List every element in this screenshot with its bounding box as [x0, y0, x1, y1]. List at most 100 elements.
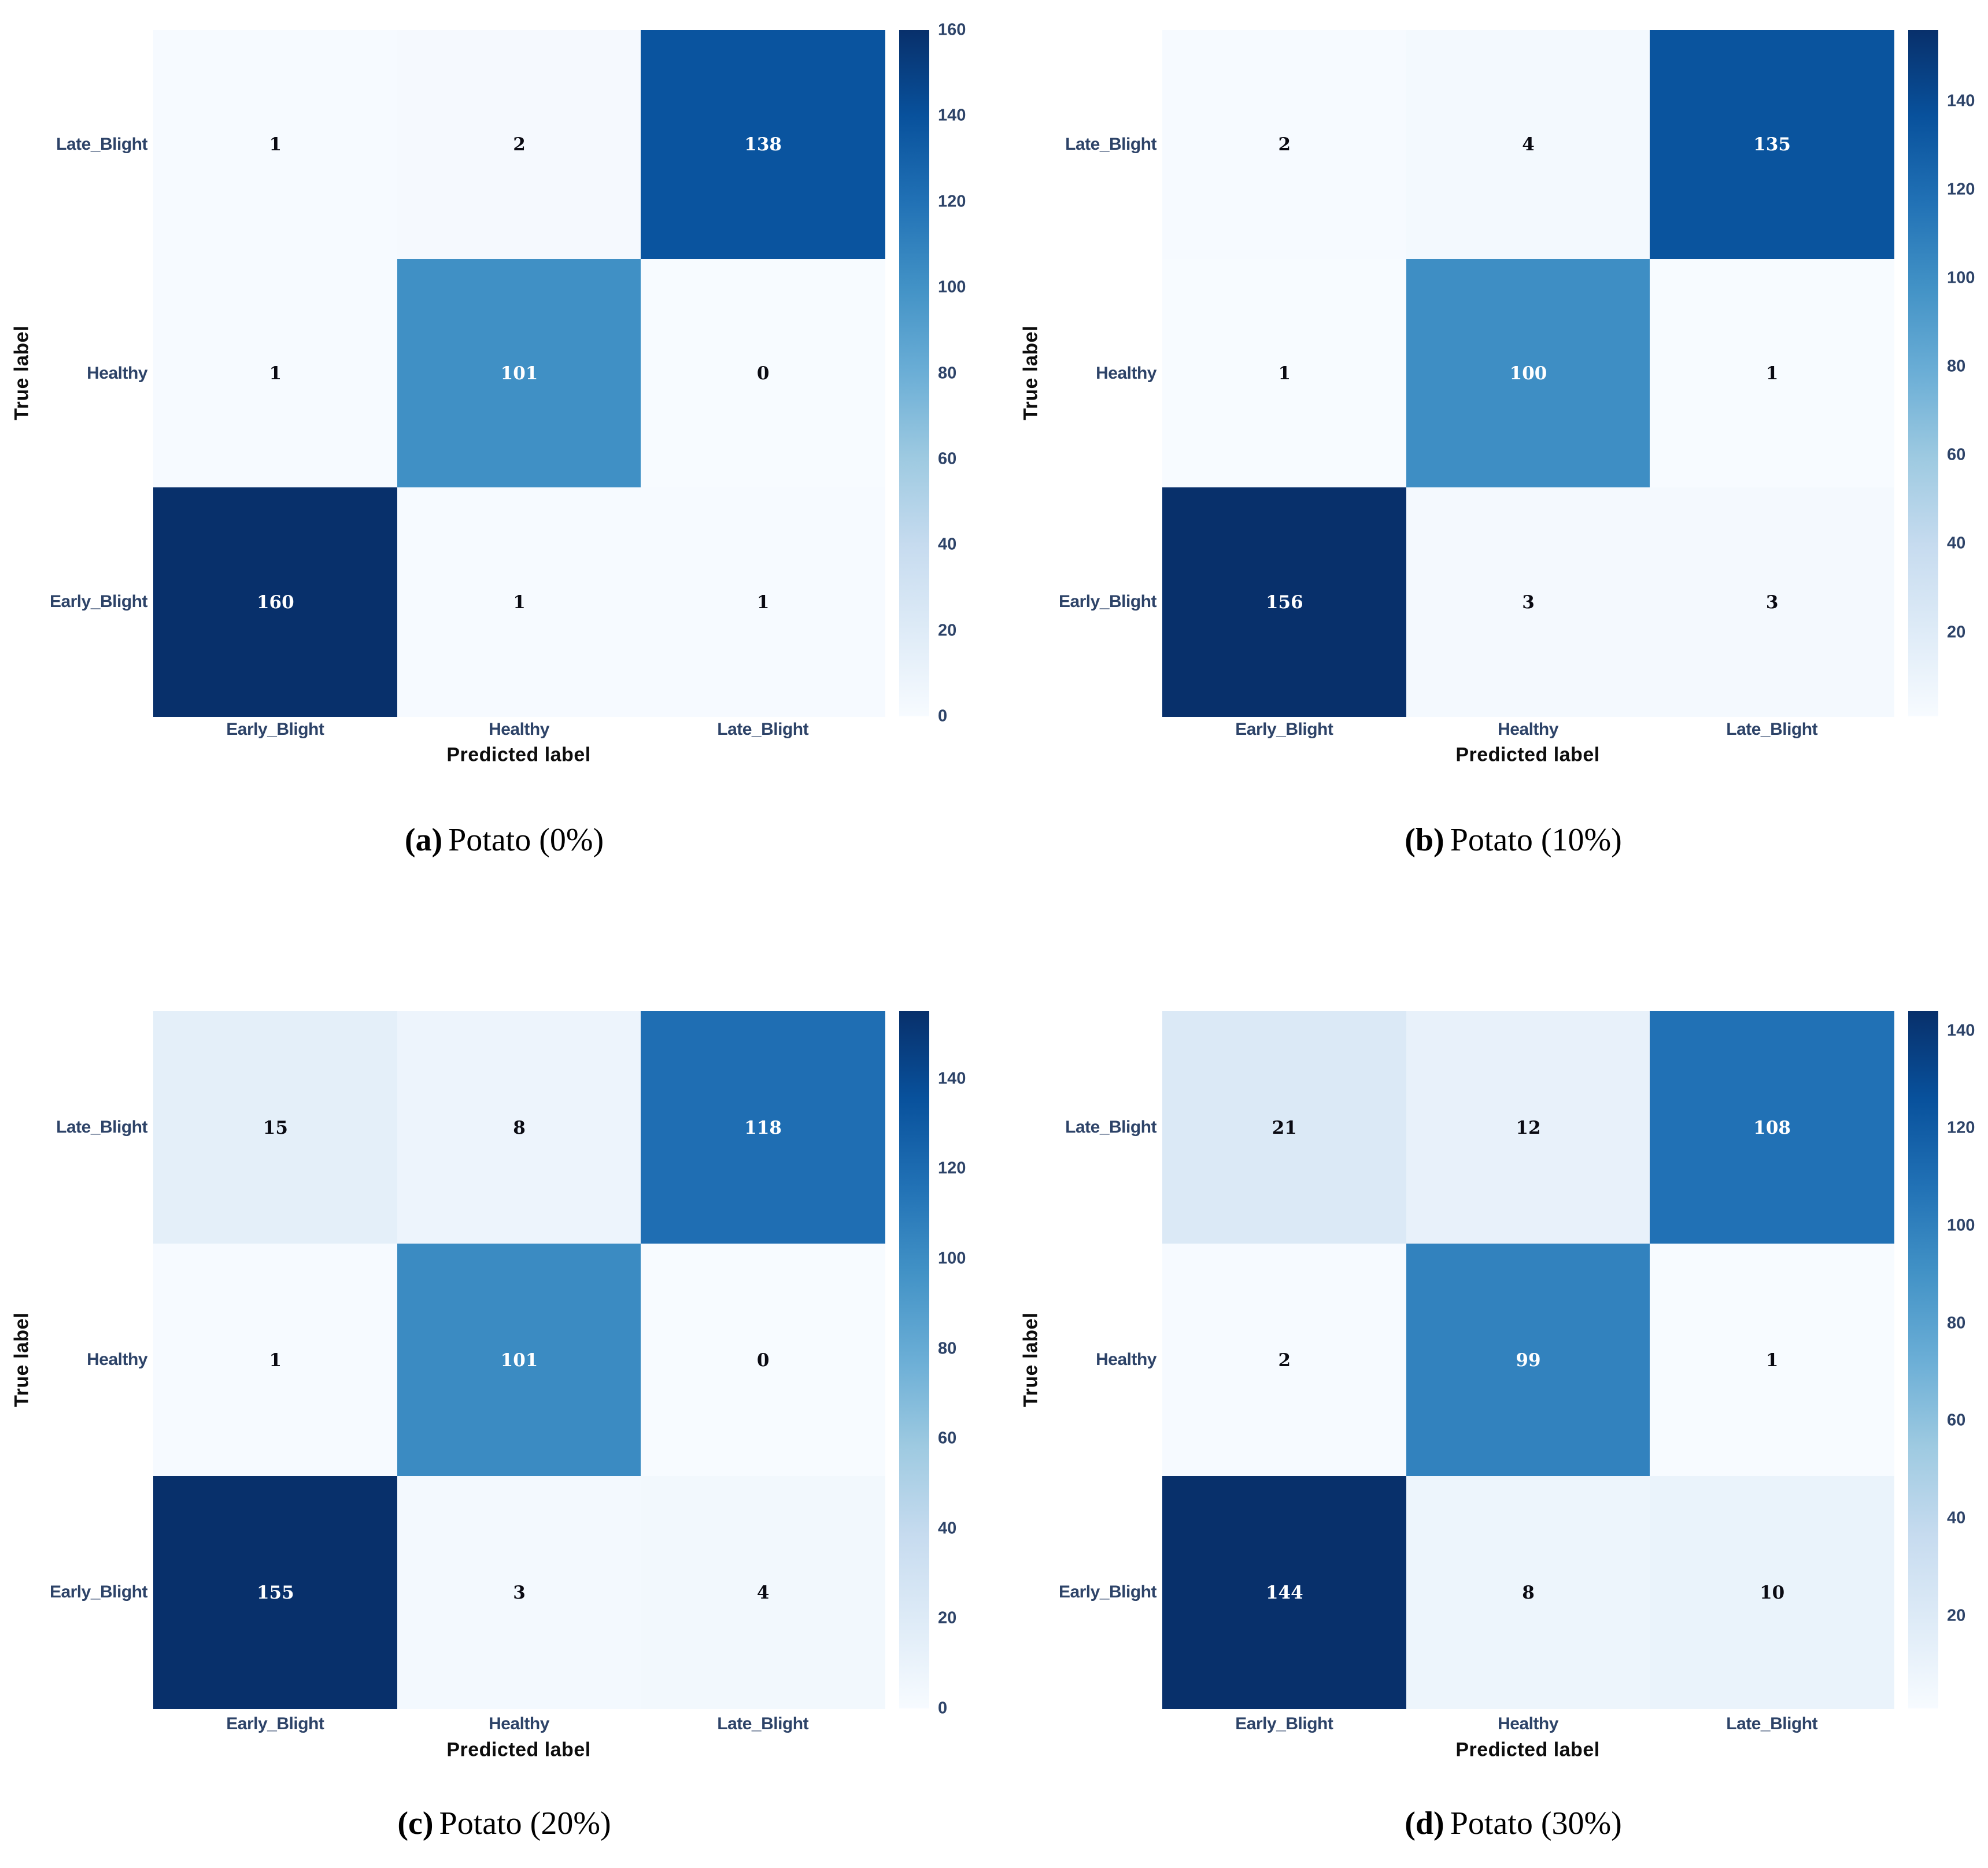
colorbar-tick-c-40: 40	[938, 1519, 957, 1538]
cell-value: 1	[513, 591, 526, 613]
cell-a-Late_Blight-Healthy: 2	[397, 30, 642, 260]
cell-value: 4	[1522, 134, 1535, 156]
cell-b-Late_Blight-Healthy: 4	[1406, 30, 1651, 260]
caption-letter-b: (b)	[1405, 822, 1444, 858]
x-axis-title-b: Predicted label	[1455, 743, 1600, 766]
cell-c-Late_Blight-Healthy: 8	[397, 1011, 642, 1244]
cell-value: 156	[1265, 591, 1303, 613]
y-axis-title-a: True label	[10, 325, 33, 420]
cell-b-Healthy-Early_Blight: 1	[1162, 258, 1407, 489]
colorbar-tick-b-140: 140	[1947, 91, 1975, 110]
colorbar-tick-d-40: 40	[1947, 1508, 1966, 1527]
colorbar-tick-c-80: 80	[938, 1339, 957, 1358]
colorbar-c	[899, 1011, 929, 1708]
colorbar-tick-a-40: 40	[938, 535, 957, 554]
x-tick-d-Healthy: Healthy	[1498, 1714, 1558, 1733]
colorbar-tick-a-120: 120	[938, 192, 966, 211]
cell-value: 8	[1522, 1582, 1535, 1603]
colorbar-tick-b-120: 120	[1947, 180, 1975, 199]
y-tick-b-Late_Blight: Late_Blight	[1065, 134, 1156, 154]
cell-value: 100	[1509, 362, 1547, 384]
cell-d-Late_Blight-Late_Blight: 108	[1650, 1011, 1894, 1244]
cell-b-Healthy-Late_Blight: 1	[1650, 258, 1894, 489]
x-tick-c-Healthy: Healthy	[489, 1714, 549, 1733]
cell-value: 2	[1278, 134, 1291, 156]
cell-value: 155	[256, 1582, 294, 1603]
caption-text-b: Potato (10%)	[1450, 822, 1622, 858]
cell-c-Healthy-Early_Blight: 1	[153, 1244, 398, 1477]
x-tick-d-Late_Blight: Late_Blight	[1726, 1714, 1818, 1733]
cell-a-Early_Blight-Late_Blight: 1	[641, 487, 885, 717]
cell-b-Late_Blight-Early_Blight: 2	[1162, 30, 1407, 260]
cell-value: 1	[1765, 1349, 1779, 1371]
cell-value: 15	[263, 1117, 288, 1138]
cell-d-Early_Blight-Late_Blight: 10	[1650, 1476, 1894, 1709]
colorbar-tick-a-100: 100	[938, 278, 966, 297]
cell-d-Healthy-Early_Blight: 2	[1162, 1244, 1407, 1477]
caption-b: (b) Potato (10%)	[1405, 822, 1622, 859]
caption-c: (c) Potato (20%)	[397, 1805, 611, 1842]
cell-a-Healthy-Healthy: 101	[397, 258, 642, 489]
cell-a-Late_Blight-Late_Blight: 138	[641, 30, 885, 260]
colorbar-tick-b-60: 60	[1947, 445, 1966, 464]
colorbar-tick-d-60: 60	[1947, 1411, 1966, 1430]
colorbar-tick-d-120: 120	[1947, 1118, 1975, 1137]
y-tick-d-Late_Blight: Late_Blight	[1065, 1118, 1156, 1137]
cell-value: 0	[756, 362, 770, 384]
colorbar-tick-a-20: 20	[938, 621, 957, 640]
cell-c-Healthy-Healthy: 101	[397, 1244, 642, 1477]
cell-c-Late_Blight-Early_Blight: 15	[153, 1011, 398, 1244]
caption-a: (a) Potato (0%)	[405, 822, 604, 859]
cell-value: 3	[513, 1582, 526, 1603]
cell-d-Healthy-Late_Blight: 1	[1650, 1244, 1894, 1477]
cell-value: 21	[1272, 1117, 1297, 1138]
colorbar-tick-c-0: 0	[938, 1699, 948, 1718]
cell-value: 0	[756, 1349, 770, 1371]
cell-b-Late_Blight-Late_Blight: 135	[1650, 30, 1894, 260]
y-axis-title-c: True label	[10, 1312, 33, 1407]
cell-c-Early_Blight-Late_Blight: 4	[641, 1476, 885, 1709]
y-tick-d-Healthy: Healthy	[1096, 1350, 1156, 1369]
caption-text-d: Potato (30%)	[1450, 1806, 1622, 1841]
colorbar-tick-c-140: 140	[938, 1069, 966, 1088]
cell-c-Healthy-Late_Blight: 0	[641, 1244, 885, 1477]
colorbar-tick-b-100: 100	[1947, 268, 1975, 287]
colorbar-tick-c-120: 120	[938, 1159, 966, 1178]
y-tick-b-Healthy: Healthy	[1096, 363, 1156, 383]
colorbar-tick-c-20: 20	[938, 1608, 957, 1627]
y-tick-c-Early_Blight: Early_Blight	[49, 1582, 148, 1601]
y-tick-a-Early_Blight: Early_Blight	[49, 592, 148, 612]
cell-a-Late_Blight-Early_Blight: 1	[153, 30, 398, 260]
colorbar-tick-a-160: 160	[938, 20, 966, 39]
cell-d-Healthy-Healthy: 99	[1406, 1244, 1651, 1477]
x-axis-title-c: Predicted label	[446, 1738, 591, 1761]
cell-value: 99	[1516, 1349, 1541, 1371]
colorbar-tick-d-140: 140	[1947, 1021, 1975, 1040]
colorbar-tick-d-20: 20	[1947, 1606, 1966, 1625]
cell-d-Late_Blight-Healthy: 12	[1406, 1011, 1651, 1244]
colorbar-tick-a-140: 140	[938, 106, 966, 125]
cell-d-Early_Blight-Healthy: 8	[1406, 1476, 1651, 1709]
colorbar-tick-d-100: 100	[1947, 1216, 1975, 1235]
cell-value: 118	[744, 1117, 782, 1138]
cell-value: 138	[744, 134, 782, 156]
cell-value: 101	[500, 1349, 538, 1371]
cell-value: 10	[1760, 1582, 1785, 1603]
colorbar-tick-b-20: 20	[1947, 623, 1966, 641]
colorbar-tick-a-80: 80	[938, 364, 957, 382]
cell-value: 12	[1516, 1117, 1541, 1138]
cell-b-Early_Blight-Healthy: 3	[1406, 487, 1651, 717]
x-tick-a-Late_Blight: Late_Blight	[717, 720, 809, 739]
cell-a-Early_Blight-Early_Blight: 160	[153, 487, 398, 717]
cell-value: 108	[1753, 1117, 1791, 1138]
caption-text-c: Potato (20%)	[439, 1806, 611, 1841]
x-tick-a-Early_Blight: Early_Blight	[226, 720, 324, 739]
cell-value: 135	[1753, 134, 1791, 156]
colorbar-a	[899, 30, 929, 716]
cell-value: 2	[1278, 1349, 1291, 1371]
colorbar-tick-c-100: 100	[938, 1249, 966, 1268]
cell-value: 8	[513, 1117, 526, 1138]
y-axis-title-b: True label	[1019, 325, 1042, 420]
caption-text-a: Potato (0%)	[448, 822, 604, 858]
colorbar-tick-a-60: 60	[938, 449, 957, 468]
